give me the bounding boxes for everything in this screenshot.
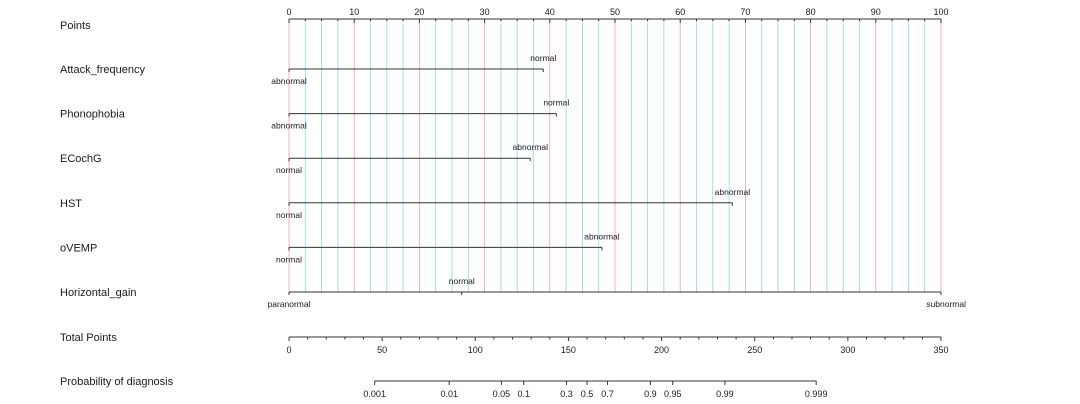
probability-tick-label: 0.95 xyxy=(664,389,682,399)
probability-tick-label: 0.99 xyxy=(716,389,734,399)
points-tick-label: 60 xyxy=(675,7,685,17)
variable-level-label: subnormal xyxy=(926,299,966,309)
probability-tick-label: 0.999 xyxy=(805,389,828,399)
probability-tick-label: 0.9 xyxy=(644,389,657,399)
points-tick-label: 40 xyxy=(545,7,555,17)
total-points-tick-label: 50 xyxy=(377,345,387,355)
variable-level-label: normal xyxy=(276,165,302,175)
variable-level-label: normal xyxy=(449,276,475,286)
row-label-variable: Phonophobia xyxy=(60,109,126,121)
labels: Points 0 10 20 30 40 50 60 70 80 90 100 Attack_frequ… xyxy=(60,7,966,399)
row-label-variable: HST xyxy=(60,198,82,210)
variable-level-label: normal xyxy=(543,98,569,108)
total-points-tick-label: 0 xyxy=(286,345,291,355)
row-label-points: Points xyxy=(60,20,91,32)
probability-tick-label: 0.3 xyxy=(560,389,573,399)
variable-level-label: abnormal xyxy=(513,142,549,152)
variable-level-label: abnormal xyxy=(271,76,307,86)
row-label-variable: oVEMP xyxy=(60,242,97,254)
variable-level-label: abnormal xyxy=(584,231,620,241)
row-label-total-points: Total Points xyxy=(60,332,117,344)
probability-tick-label: 0.01 xyxy=(440,389,458,399)
axes xyxy=(288,18,942,385)
points-tick-label: 30 xyxy=(480,7,490,17)
total-points-tick-label: 100 xyxy=(468,345,483,355)
probability-tick-label: 0.5 xyxy=(581,389,594,399)
variable-level-label: abnormal xyxy=(715,187,751,197)
points-tick-label: 90 xyxy=(871,7,881,17)
total-points-tick-label: 350 xyxy=(933,345,948,355)
row-label-variable: Horizontal_gain xyxy=(60,287,136,299)
probability-tick-label: 0.05 xyxy=(493,389,511,399)
row-label-variable: ECochG xyxy=(60,153,102,165)
total-points-tick-label: 150 xyxy=(561,345,576,355)
probability-tick-label: 0.7 xyxy=(601,389,614,399)
row-label-probability: Probability of diagnosis xyxy=(60,376,174,388)
row-label-variable: Attack_frequency xyxy=(60,64,145,76)
points-tick-label: 80 xyxy=(806,7,816,17)
points-tick-label: 0 xyxy=(286,7,291,17)
probability-tick-label: 0.001 xyxy=(363,389,386,399)
variable-level-label: paranormal xyxy=(268,299,311,309)
variable-level-label: normal xyxy=(276,210,302,220)
points-tick-label: 10 xyxy=(349,7,359,17)
points-tick-label: 20 xyxy=(414,7,424,17)
variable-level-label: normal xyxy=(276,254,302,264)
total-points-tick-label: 250 xyxy=(747,345,762,355)
total-points-tick-label: 300 xyxy=(840,345,855,355)
variable-level-label: normal xyxy=(530,53,556,63)
points-tick-label: 100 xyxy=(933,7,948,17)
total-points-tick-label: 200 xyxy=(654,345,669,355)
points-tick-label: 70 xyxy=(740,7,750,17)
variable-level-label: abnormal xyxy=(271,121,307,131)
probability-tick-label: 0.1 xyxy=(517,389,530,399)
points-tick-label: 50 xyxy=(610,7,620,17)
